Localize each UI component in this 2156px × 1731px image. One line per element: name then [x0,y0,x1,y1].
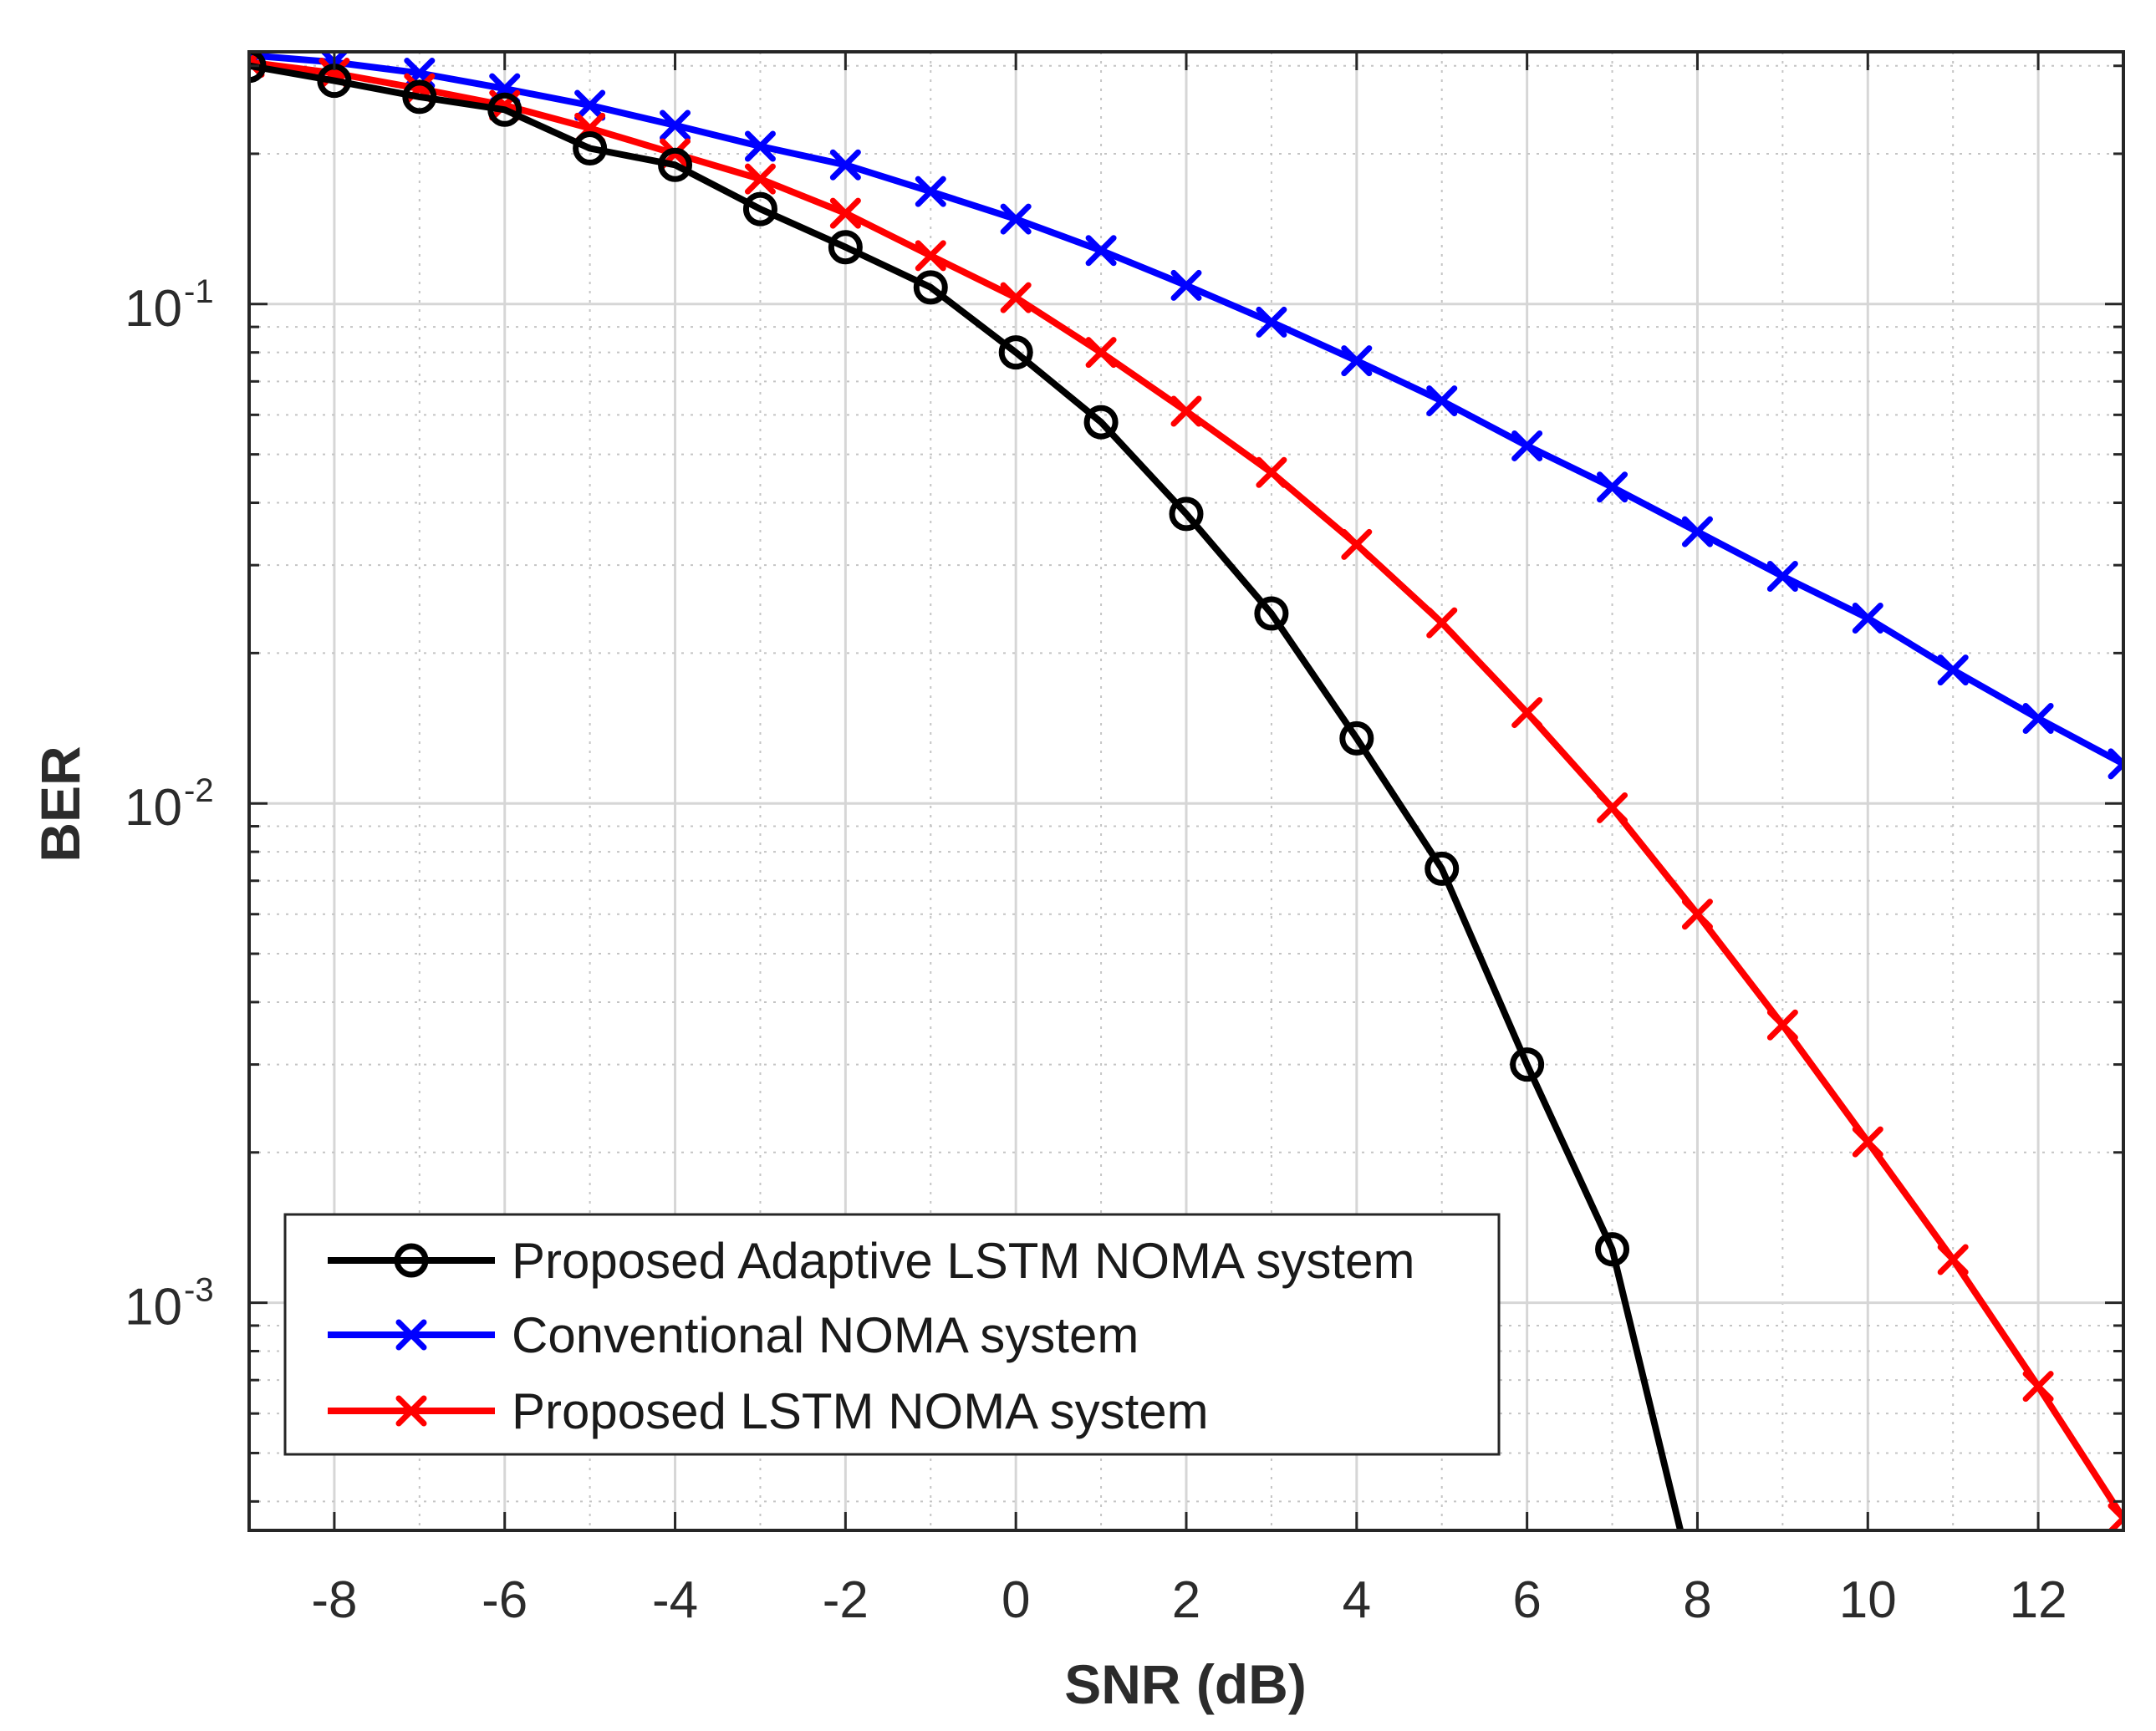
data-point-marker [744,163,776,195]
data-point-marker [1083,405,1119,440]
legend: Proposed Adaptive LSTM NOMA system Conven… [283,1213,1501,1456]
data-point-marker [1681,899,1713,930]
x-axis-title: SNR (dB) [1064,1653,1307,1715]
data-point-marker [573,131,608,166]
data-point-marker [402,79,437,115]
data-point-marker [829,197,861,229]
data-point-marker [1937,1244,1969,1275]
data-point-marker [1595,1232,1630,1267]
series-0 [249,52,1684,1530]
legend-label: Proposed LSTM NOMA system [512,1383,1209,1439]
data-point-marker [1341,528,1373,560]
x-tick-label: -4 [652,1571,698,1629]
ticks [249,52,2123,1530]
y-tick-label-exponent: -2 [184,772,214,809]
data-point-marker [487,92,522,127]
data-point-marker [1169,496,1204,532]
data-point-marker [1085,337,1117,369]
data-point-marker [1341,345,1373,377]
data-point-marker [1766,560,1798,592]
legend-marker [395,1395,427,1427]
data-point-marker [1511,697,1543,729]
legend-marker [395,1319,427,1351]
x-tick-label: 6 [1512,1571,1541,1629]
data-point-marker [658,147,693,182]
y-tick-label-exponent: -3 [184,1272,214,1309]
y-tick-label: 10 [125,779,182,837]
x-tick-label: 2 [1172,1571,1200,1629]
data-point-marker [1170,269,1202,301]
data-point-marker [1426,385,1458,417]
x-tick-label: 10 [1839,1571,1897,1629]
data-point-marker [1597,471,1628,503]
data-point-marker [1000,282,1032,313]
x-tick-label: 8 [1683,1571,1711,1629]
data-point-marker [915,240,946,272]
x-tick-label: -6 [482,1571,528,1629]
data-point-marker [1766,1009,1798,1041]
data-point-marker [1339,720,1374,756]
legend-label: Proposed Adaptive LSTM NOMA system [512,1233,1414,1289]
data-point-marker [1256,306,1287,338]
x-tick-label: 4 [1343,1571,1371,1629]
data-point-marker [1681,516,1713,547]
data-point-marker [742,191,777,227]
y-tick-label-exponent: -1 [184,273,214,310]
data-point-marker [1170,395,1202,427]
data-point-marker [1426,607,1458,639]
data-point-marker [1254,596,1289,631]
y-tick-label: 10 [125,1279,182,1336]
data-point-marker [744,130,776,162]
data-point-marker [660,109,691,141]
series-layer [249,52,2123,1530]
y-axis-title: BER [29,746,91,862]
data-point-marker [1597,792,1628,823]
data-point-marker [2108,1503,2123,1530]
data-point-marker [1511,430,1543,461]
x-tick-label: -2 [823,1571,869,1629]
data-point-marker [1085,235,1117,267]
data-point-marker [1937,654,1969,686]
data-point-marker [915,176,946,207]
y-tick-label: 10 [125,280,182,338]
data-point-marker [1000,203,1032,235]
data-point-marker [2022,702,2054,734]
data-point-marker [249,52,267,84]
x-tick-label: 0 [1002,1571,1030,1629]
data-point-marker [1425,851,1460,886]
data-point-marker [1852,1126,1883,1158]
data-point-marker [913,270,948,305]
data-point-marker [828,230,863,265]
data-point-marker [829,149,861,181]
data-point-marker [2108,748,2123,780]
data-point-marker [1256,456,1287,488]
data-point-marker [574,89,606,121]
data-point-marker [998,335,1033,370]
x-tick-label: -8 [311,1571,357,1629]
data-point-marker [1510,1047,1545,1082]
data-point-marker [2022,1371,2054,1403]
data-point-marker [1852,603,1883,634]
legend-marker [394,1243,429,1278]
x-tick-label: 12 [2010,1571,2067,1629]
legend-label: Conventional NOMA system [512,1307,1139,1363]
